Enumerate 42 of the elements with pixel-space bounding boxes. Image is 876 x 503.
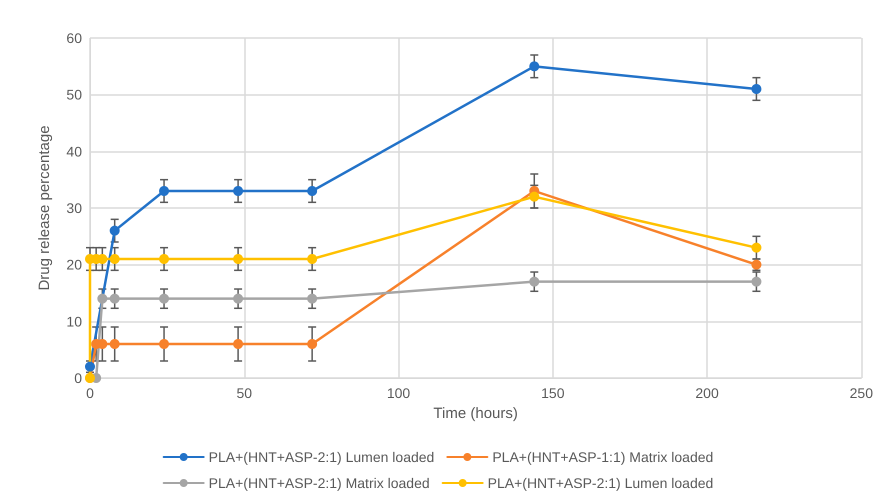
legend-label: PLA+(HNT+ASP-1:1) Matrix loaded xyxy=(492,449,714,465)
point xyxy=(307,339,318,349)
y-axis-title: Drug release percentage xyxy=(36,125,53,291)
x-tick-label: 150 xyxy=(541,385,565,401)
x-axis-title: Time (hours) xyxy=(433,405,518,422)
x-tick-label: 250 xyxy=(850,385,874,401)
point xyxy=(751,276,762,287)
point xyxy=(233,339,244,349)
legend-label: PLA+(HNT+ASP-2:1) Lumen loaded xyxy=(208,449,434,465)
point xyxy=(97,294,108,304)
x-tick-label: 100 xyxy=(386,385,410,401)
point xyxy=(529,192,540,202)
point xyxy=(159,186,170,196)
legend-label: PLA+(HNT+ASP-2:1) Matrix loaded xyxy=(208,475,430,491)
point xyxy=(233,254,244,264)
point xyxy=(233,294,244,304)
point xyxy=(110,254,120,264)
y-tick-label: 60 xyxy=(66,30,82,46)
point xyxy=(159,254,170,264)
point xyxy=(159,339,170,349)
x-tick-label: 200 xyxy=(695,385,719,401)
point xyxy=(307,254,318,264)
point xyxy=(110,339,120,349)
point xyxy=(110,226,120,236)
y-tick-label: 30 xyxy=(66,200,82,216)
point xyxy=(307,294,318,304)
point xyxy=(751,84,762,94)
point xyxy=(529,61,540,72)
x-tick-label: 0 xyxy=(86,385,94,401)
x-tick-label: 50 xyxy=(236,385,252,401)
y-tick-label: 40 xyxy=(66,143,82,160)
point xyxy=(529,276,540,287)
legend-label: PLA+(HNT+ASP-2:1) Lumen loaded xyxy=(488,475,714,491)
y-tick-label: 20 xyxy=(66,256,82,273)
point xyxy=(159,294,170,304)
point xyxy=(751,242,762,253)
point xyxy=(307,186,318,196)
point xyxy=(233,186,244,196)
y-tick-label: 50 xyxy=(66,86,82,103)
y-tick-label: 0 xyxy=(74,370,82,386)
y-tick-label: 10 xyxy=(66,313,82,330)
point xyxy=(110,294,120,304)
